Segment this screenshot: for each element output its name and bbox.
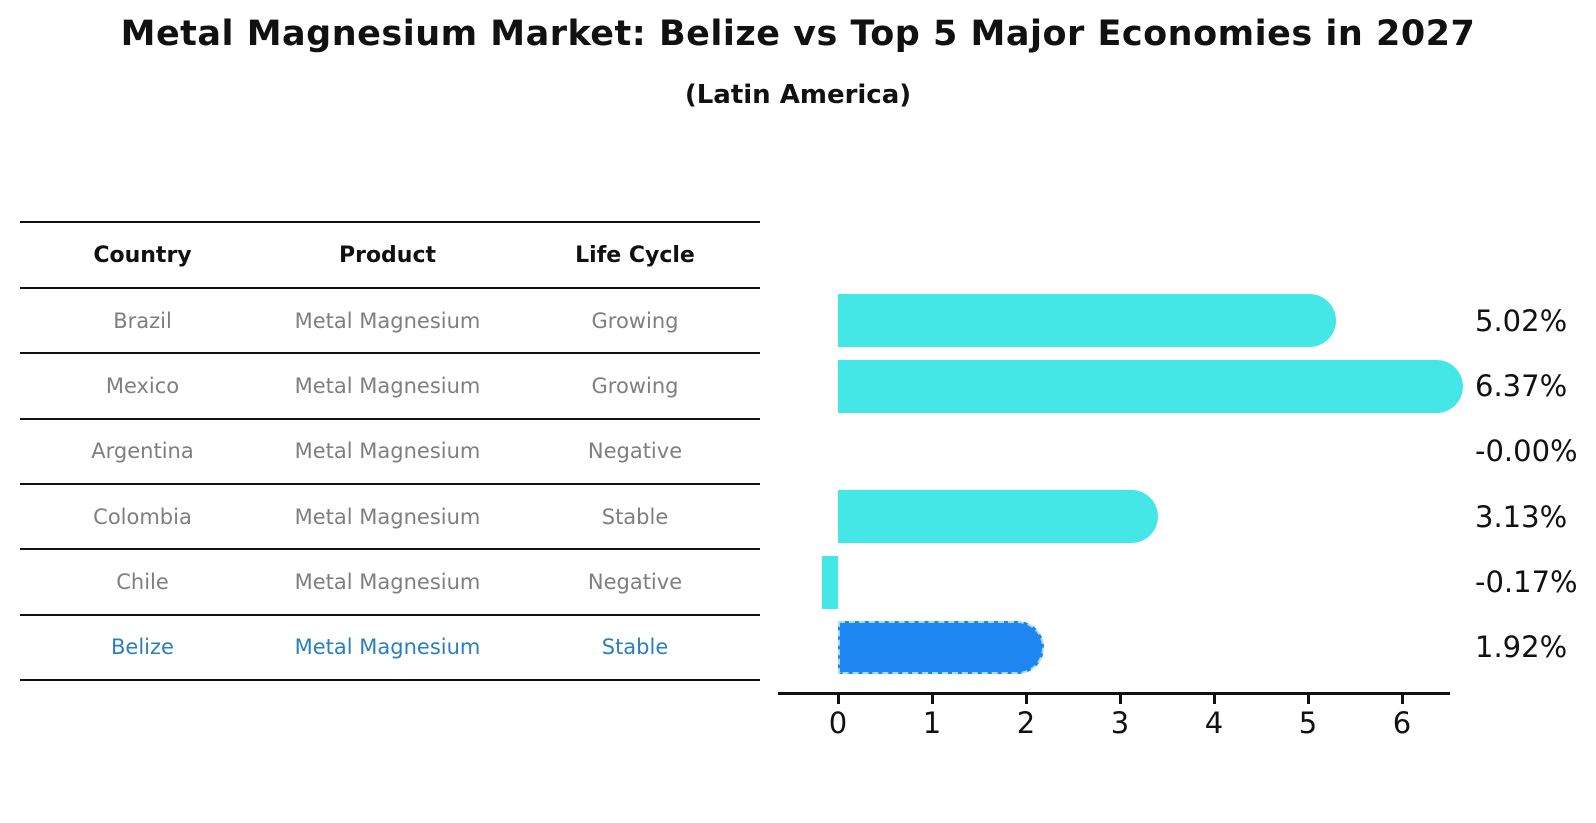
table-row-colombia: Colombia Metal Magnesium Stable: [20, 484, 760, 549]
x-tick-label-5: 5: [1298, 706, 1318, 740]
chart-subtitle: (Latin America): [684, 80, 912, 110]
table-cell-country: Brazil: [113, 308, 172, 333]
table-row-argentina: Argentina Metal Magnesium Negative: [20, 419, 760, 484]
table-cell-country: Colombia: [93, 504, 192, 529]
table-cell-life-cycle: Negative: [587, 569, 683, 594]
table-rule-header: [20, 287, 760, 289]
table-cell-product: Metal Magnesium: [294, 504, 481, 529]
x-tick-label-6: 6: [1392, 706, 1412, 740]
table-cell-product: Metal Magnesium: [294, 635, 481, 660]
x-tick-label-3: 3: [1110, 706, 1130, 740]
table-cell-product: Metal Magnesium: [294, 373, 481, 398]
x-tick-mark-0: [837, 695, 840, 704]
table-row-brazil: Brazil Metal Magnesium Growing: [20, 288, 760, 353]
bar-brazil: [838, 294, 1336, 348]
table-header-life-cycle: Life Cycle: [575, 242, 695, 268]
value-label-belize: 1.92%: [1475, 630, 1568, 665]
bar-colombia: [838, 490, 1159, 544]
table-cell-product: Metal Magnesium: [294, 569, 481, 594]
value-label-argentina: -0.00%: [1475, 434, 1578, 469]
x-tick-mark-6: [1401, 695, 1404, 704]
x-tick-label-1: 1: [922, 706, 942, 740]
x-tick-label-2: 2: [1016, 706, 1036, 740]
x-tick-mark-5: [1307, 695, 1310, 704]
bar-mexico: [838, 359, 1463, 413]
value-label-mexico: 6.37%: [1475, 369, 1568, 403]
table-header-product: Product: [338, 242, 437, 268]
x-axis-line: [778, 692, 1450, 695]
table-rule-5: [20, 613, 760, 616]
value-label-brazil: 5.02%: [1475, 303, 1568, 338]
table-rule-6: [20, 679, 760, 681]
x-tick-mark-1: [931, 695, 934, 704]
table-cell-life-cycle: Growing: [591, 373, 679, 398]
bar-chile: [822, 555, 838, 609]
x-tick-mark-4: [1213, 695, 1216, 704]
table-cell-country: Argentina: [91, 439, 194, 464]
table-cell-life-cycle: Growing: [591, 308, 679, 333]
table-rule-4: [20, 548, 760, 551]
x-tick-mark-3: [1119, 695, 1122, 704]
table-cell-product: Metal Magnesium: [294, 308, 481, 333]
table-row-belize: Belize Metal Magnesium Stable: [20, 615, 760, 680]
table-cell-life-cycle: Stable: [601, 635, 669, 660]
x-tick-label-4: 4: [1204, 706, 1224, 740]
value-label-chile: -0.17%: [1475, 565, 1578, 599]
x-tick-mark-2: [1025, 695, 1028, 704]
chart-title: Metal Magnesium Market: Belize vs Top 5 …: [120, 14, 1476, 54]
table-cell-country: Chile: [116, 569, 169, 594]
x-tick-label-0: 0: [828, 706, 848, 740]
table-cell-country: Mexico: [105, 373, 180, 398]
table-row-mexico: Mexico Metal Magnesium Growing: [20, 353, 760, 418]
table-rule-3: [20, 483, 760, 485]
table-cell-product: Metal Magnesium: [294, 439, 481, 464]
table-row-chile: Chile Metal Magnesium Negative: [20, 549, 760, 614]
table-rule-2: [20, 417, 760, 420]
value-label-colombia: 3.13%: [1475, 499, 1568, 534]
table-header-country: Country: [93, 242, 192, 268]
bar-belize: [838, 620, 1045, 674]
table-rule-top: [20, 221, 760, 223]
table-cell-country: Belize: [111, 635, 174, 660]
table-cell-life-cycle: Negative: [587, 439, 683, 464]
table-cell-life-cycle: Stable: [601, 504, 669, 529]
table-rule-1: [20, 352, 760, 355]
table-header-row: Country Product Life Cycle: [20, 222, 760, 288]
